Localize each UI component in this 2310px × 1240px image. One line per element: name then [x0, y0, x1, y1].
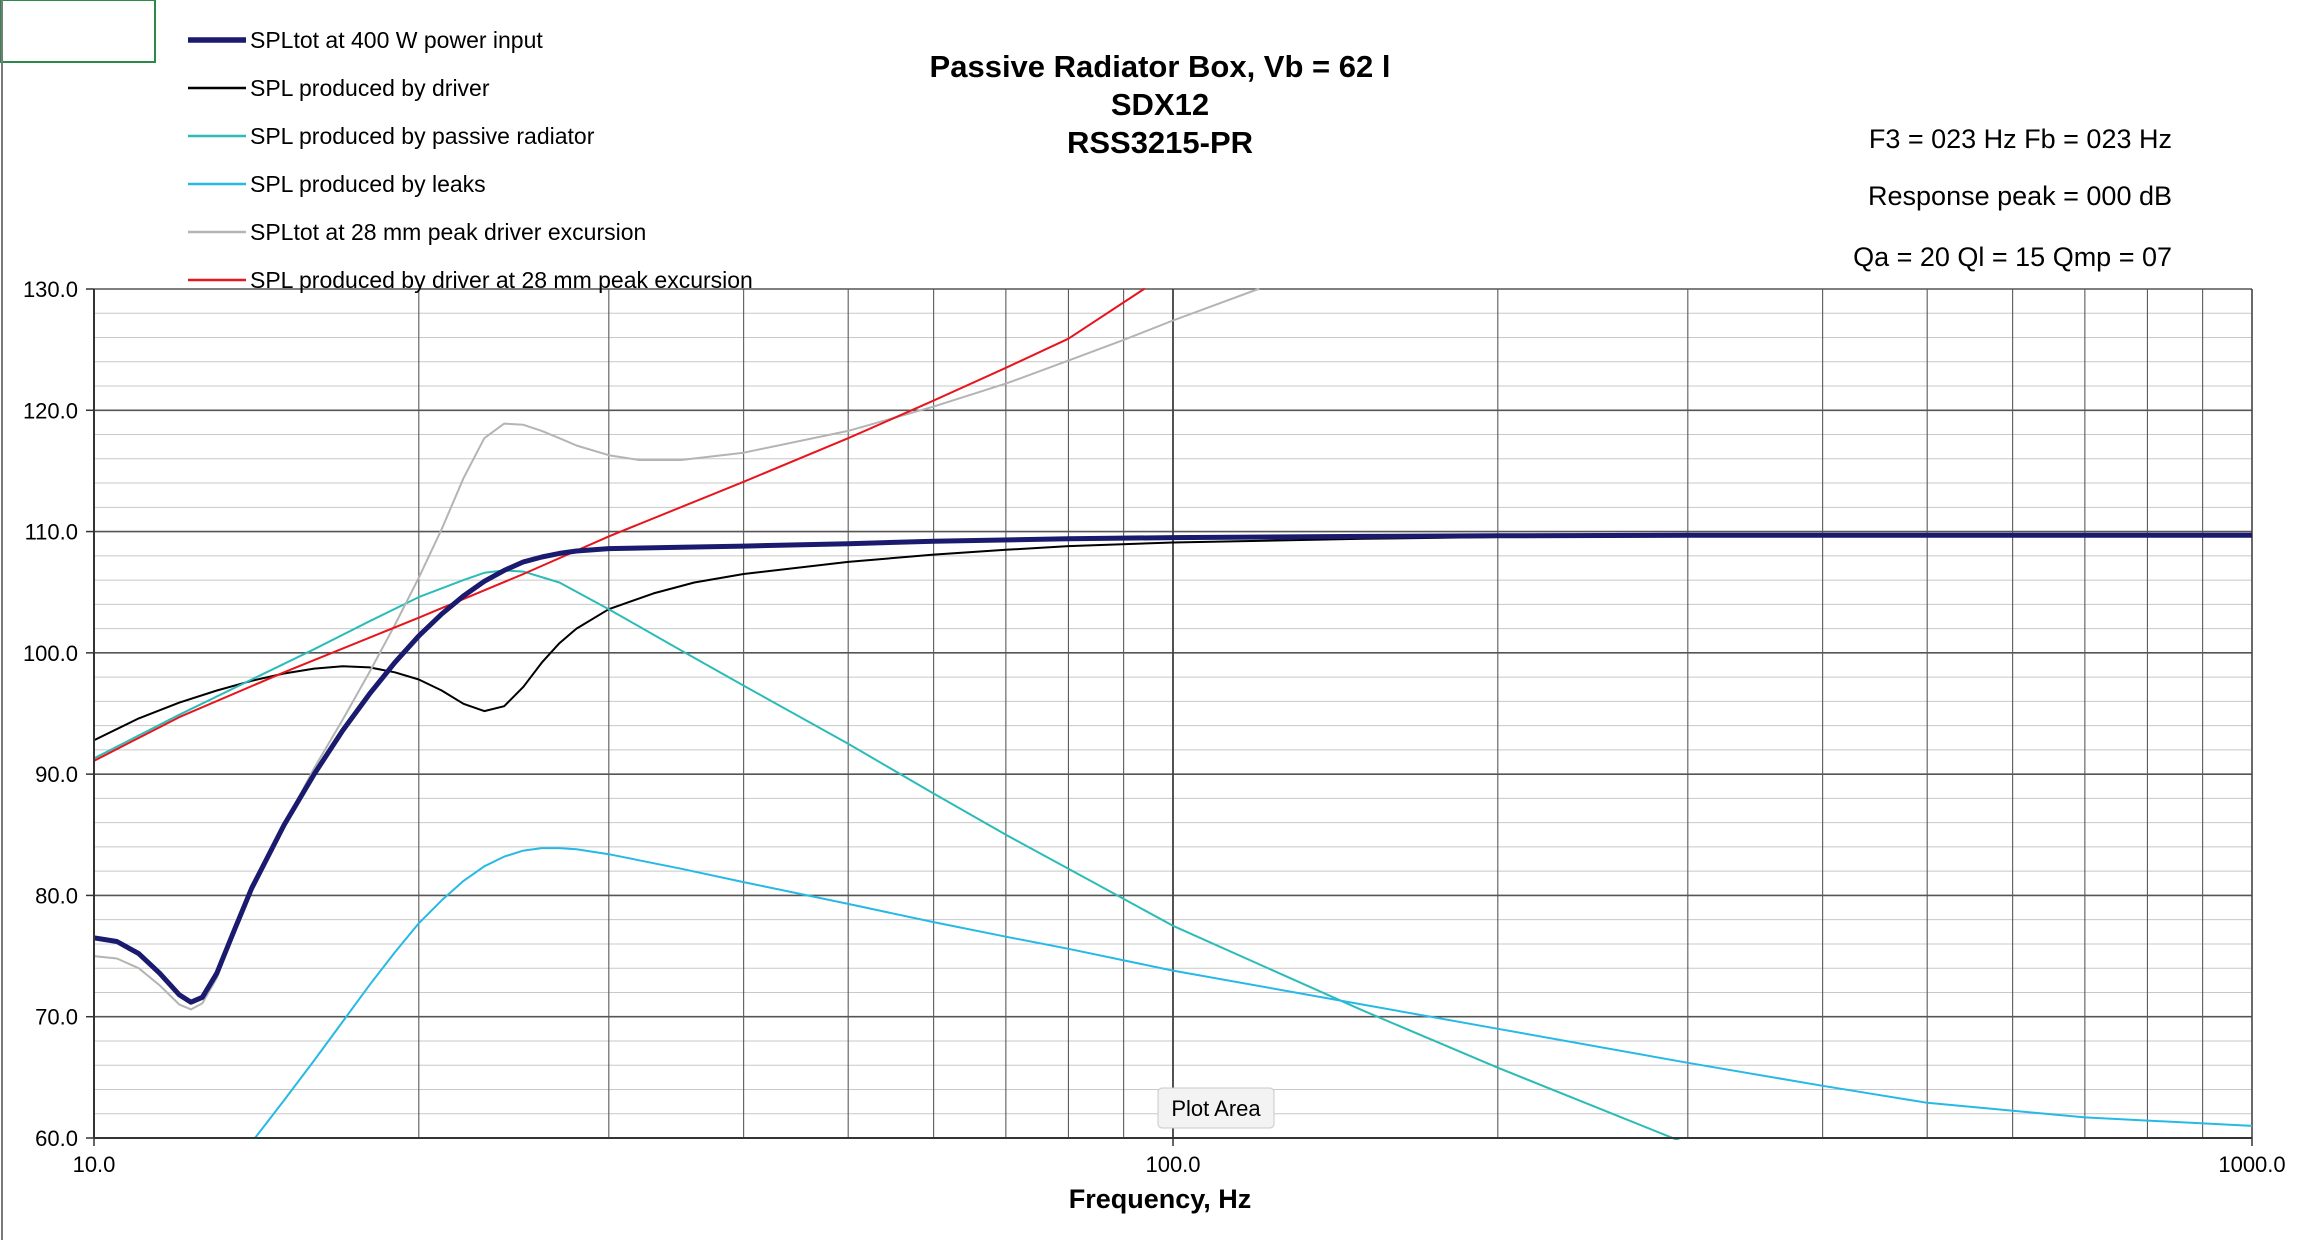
y-tick-label: 60.0 [35, 1126, 78, 1151]
series-line-4 [94, 288, 1260, 1011]
legend-item-0[interactable]: SPLtot at 400 W power input [188, 27, 543, 53]
legend-item-1[interactable]: SPL produced by driver [188, 75, 490, 101]
info-response-peak: Response peak = 000 dB [1868, 181, 2172, 211]
legend-item-2[interactable]: SPL produced by passive radiator [188, 123, 595, 149]
legend-label: SPLtot at 400 W power input [250, 27, 543, 53]
series-line-3 [254, 847, 2252, 1139]
y-tick-label: 70.0 [35, 1005, 78, 1030]
y-tick-label: 80.0 [35, 883, 78, 908]
legend-label: SPL produced by driver [250, 75, 490, 101]
y-tick-label: 130.0 [23, 277, 78, 302]
y-tick-label: 120.0 [23, 398, 78, 423]
grid [93, 288, 2253, 1139]
series-line-5 [94, 288, 1145, 762]
series-line-2 [94, 569, 1681, 1140]
x-tick-label: 100.0 [1145, 1152, 1200, 1177]
sheet-cell-fragment [0, 0, 156, 63]
legend-label: SPL produced by driver at 28 mm peak exc… [250, 267, 753, 293]
info-q-values: Qa = 20 Ql = 15 Qmp = 07 [1853, 242, 2172, 272]
axes: 60.0 70.0 80.0 90.0 100.0 110.0 120.0 130.0 10.0… [23, 277, 2286, 1177]
series-layer [94, 288, 2252, 1140]
x-tick-label: 1000.0 [2218, 1152, 2285, 1177]
x-tick-label: 10.0 [73, 1152, 116, 1177]
legend-label: SPL produced by passive radiator [250, 123, 595, 149]
legend-item-3[interactable]: SPL produced by leaks [188, 171, 486, 197]
series-line-0 [94, 532, 2252, 1005]
y-tick-label: 100.0 [23, 641, 78, 666]
chart-title-line-2: SDX12 [1111, 87, 1209, 122]
legend[interactable]: SPLtot at 400 W power input SPL produced … [188, 27, 753, 293]
legend-item-4[interactable]: SPLtot at 28 mm peak driver excursion [188, 219, 646, 245]
chart-title-line-1: Passive Radiator Box, Vb = 62 l [930, 49, 1391, 84]
legend-label: SPLtot at 28 mm peak driver excursion [250, 219, 646, 245]
legend-label: SPL produced by leaks [250, 171, 486, 197]
info-f3-fb: F3 = 023 Hz Fb = 023 Hz [1869, 124, 2172, 154]
legend-item-5[interactable]: SPL produced by driver at 28 mm peak exc… [188, 267, 753, 293]
chart-title-line-3: RSS3215-PR [1067, 125, 1253, 160]
x-axis-label: Frequency, Hz [1069, 1184, 1252, 1214]
plot-area-tooltip: Plot Area [1157, 1087, 1275, 1129]
tooltip-text: Plot Area [1171, 1096, 1261, 1121]
y-tick-label: 90.0 [35, 762, 78, 787]
series-line-1 [94, 534, 2252, 742]
y-tick-label: 110.0 [25, 520, 78, 545]
